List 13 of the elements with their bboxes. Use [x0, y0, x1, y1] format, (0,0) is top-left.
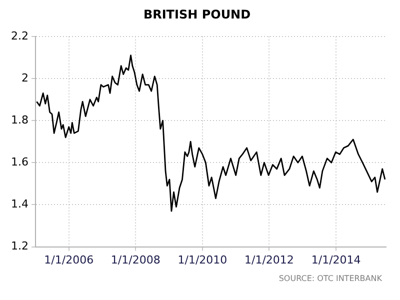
- y-tick-label: 1.4: [10, 198, 28, 211]
- chart-title: BRITISH POUND: [143, 7, 251, 22]
- x-tick-label: 1/1/2006: [44, 253, 94, 266]
- y-tick-label: 1.8: [10, 113, 28, 126]
- y-tick-label: 2.2: [10, 29, 28, 42]
- y-tick-label: 2: [21, 71, 28, 84]
- x-tick-label: 1/1/2010: [178, 253, 228, 266]
- y-tick-label: 1.2: [10, 240, 28, 253]
- y-tick-label: 1.6: [10, 156, 28, 168]
- source-note: SOURCE: OTC INTERBANK: [278, 274, 383, 283]
- x-tick-label: 1/1/2012: [244, 253, 294, 266]
- x-tick-label: 1/1/2008: [110, 253, 160, 266]
- x-tick-label: 1/1/2014: [311, 253, 361, 266]
